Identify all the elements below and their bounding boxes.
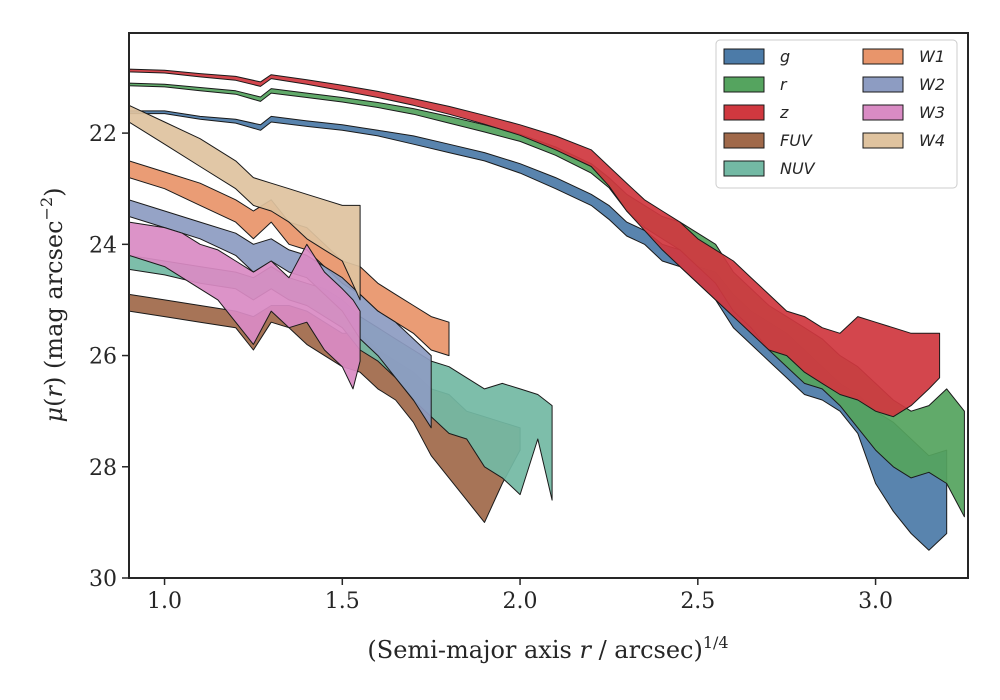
x-tick-label: 1.5 [325, 589, 360, 614]
legend-item-g: g [723, 47, 790, 66]
legend-label: r [780, 75, 788, 94]
legend-item-nuv: NUV [723, 159, 816, 178]
legend: grz FUV NUV W1 W2 W3 W4 [715, 39, 958, 189]
legend-label: g [780, 47, 790, 66]
legend-swatch [862, 76, 904, 93]
legend-swatch [862, 104, 904, 121]
y-tick-label: 22 [89, 122, 117, 147]
x-tick-label: 2.5 [680, 589, 715, 614]
legend-item-w3: W3 [862, 103, 945, 122]
legend-label: W1 [919, 47, 945, 66]
y-tick-label: 30 [89, 567, 117, 592]
legend-item-w1: W1 [862, 47, 945, 66]
legend-swatch [862, 48, 904, 65]
legend-label: NUV [780, 159, 816, 178]
legend-item-w4: W4 [862, 131, 945, 150]
legend-item-w2: W2 [862, 75, 945, 94]
legend-label: W3 [919, 103, 945, 122]
legend-item-fuv: FUV [723, 131, 813, 150]
y-tick-label: 24 [89, 233, 117, 258]
y-axis-label: μ(r) (mag arcsec−2) [37, 187, 68, 422]
band-layer [129, 68, 965, 551]
x-axis-label: (Semi-major axis r / arcsec)1/4 [367, 633, 728, 664]
band-z [129, 68, 941, 418]
legend-swatch [862, 132, 904, 149]
x-tick-label: 2.0 [503, 589, 538, 614]
legend-label: W4 [919, 131, 945, 150]
legend-label: FUV [780, 131, 813, 150]
y-axis: 22 24 26 28 30 [89, 122, 129, 592]
plot-frame [128, 32, 969, 579]
y-tick-label: 26 [89, 345, 117, 370]
legend-item-z: z [723, 103, 789, 122]
legend-swatch [723, 104, 765, 121]
x-tick-label: 1.0 [147, 589, 182, 614]
x-tick-label: 3.0 [858, 589, 893, 614]
x-axis: 1.0 1.5 2.0 2.5 3.0 [147, 578, 893, 614]
legend-swatch [723, 160, 765, 177]
legend-swatch [723, 76, 765, 93]
band-w3 [129, 221, 361, 390]
legend-swatch [723, 48, 765, 65]
band-w4 [129, 104, 361, 301]
y-tick-label: 28 [89, 456, 117, 481]
band-g [129, 110, 948, 551]
legend-item-r: r [723, 75, 788, 94]
legend-label: W2 [919, 75, 945, 94]
legend-label: z [779, 103, 789, 122]
legend-swatch [723, 132, 765, 149]
